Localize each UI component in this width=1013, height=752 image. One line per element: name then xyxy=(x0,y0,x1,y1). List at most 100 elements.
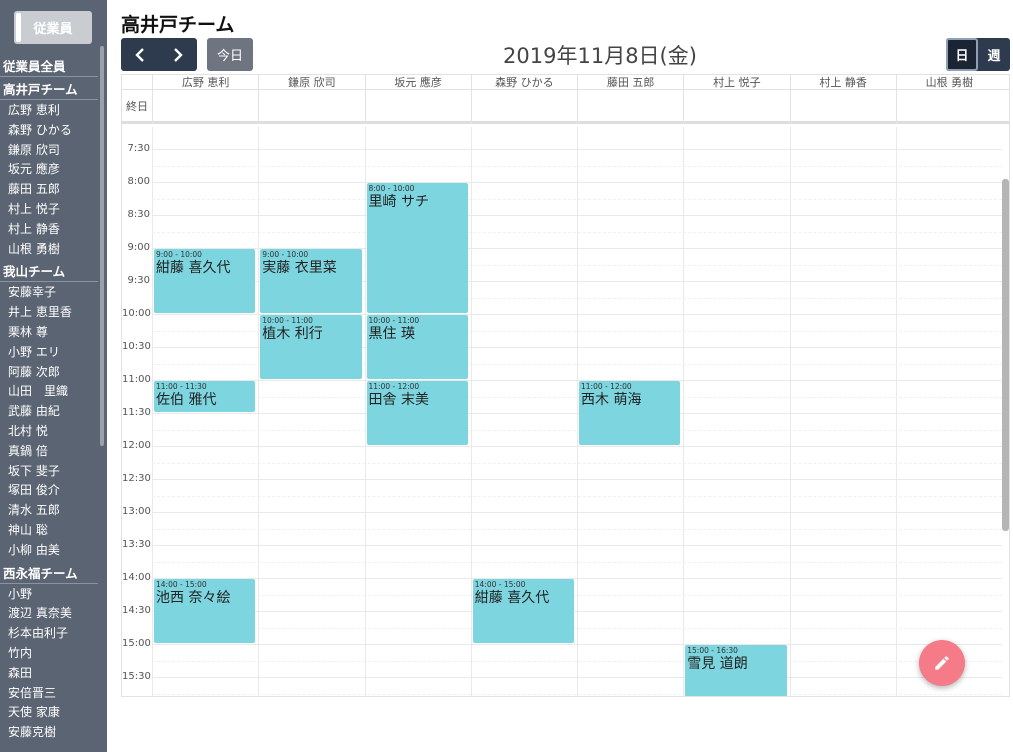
sidebar-employee-item[interactable]: 山田 里織 xyxy=(0,382,98,402)
sidebar-employee-item[interactable]: 天使 家康 xyxy=(0,703,98,723)
event-customer-name: 佐伯 雅代 xyxy=(156,391,253,409)
allday-cell[interactable] xyxy=(577,90,683,124)
calendar-event[interactable]: 8:00 - 10:00 里崎 サチ xyxy=(367,183,468,313)
sidebar-employee-item[interactable]: 小柳 由美 xyxy=(0,541,98,561)
week-view-button[interactable]: 週 xyxy=(978,38,1010,71)
sidebar-employee-item[interactable]: 森田 xyxy=(0,664,98,684)
calendar-event[interactable]: 14:00 - 15:00 紺藤 喜久代 xyxy=(473,579,574,643)
event-time: 11:00 - 12:00 xyxy=(369,382,466,391)
allday-cell[interactable] xyxy=(471,90,577,124)
employee-list: 従業員全員 高井戸チーム 広野 恵利 森野 ひかる 鎌原 欣司 坂元 應彦 藤田 五郎 村上 … xyxy=(0,56,98,743)
column-header: 村上 悦子 xyxy=(683,75,789,90)
prev-day-button[interactable] xyxy=(121,38,159,71)
sidebar-employee-item[interactable]: 安藤幸子 xyxy=(0,283,98,303)
slot-line xyxy=(152,611,1002,612)
time-grid[interactable]: 7:30 8:00 8:30 9:00 9:30 10:00 10:30 11:00 11:30… xyxy=(122,127,1002,697)
event-customer-name: 植木 利行 xyxy=(262,325,359,343)
sidebar-group-header[interactable]: 従業員全員 xyxy=(0,56,98,77)
allday-cell[interactable] xyxy=(896,90,1002,124)
event-customer-name: 紺藤 喜久代 xyxy=(156,259,253,277)
sidebar-employee-item[interactable]: 清水 五郎 xyxy=(0,501,98,521)
event-time: 11:00 - 12:00 xyxy=(581,382,678,391)
allday-cell[interactable] xyxy=(790,90,896,124)
calendar-event[interactable]: 9:00 - 10:00 実藤 衣里菜 xyxy=(260,249,361,313)
event-time: 9:00 - 10:00 xyxy=(156,250,253,259)
time-label: 13:00 xyxy=(122,506,150,517)
sidebar-employee-item[interactable]: 阿藤 次郎 xyxy=(0,363,98,383)
sidebar-employee-item[interactable]: 坂下 斐子 xyxy=(0,462,98,482)
calendar-event[interactable]: 11:00 - 11:30 佐伯 雅代 xyxy=(154,381,255,412)
allday-cell[interactable] xyxy=(683,90,789,124)
event-customer-name: 紺藤 喜久代 xyxy=(475,589,572,607)
sidebar-employee-item[interactable]: 広野 恵利 xyxy=(0,101,98,121)
employee-toggle-label: 従業員 xyxy=(33,18,72,37)
calendar-event[interactable]: 10:00 - 11:00 植木 利行 xyxy=(260,315,361,379)
column-header: 藤田 五郎 xyxy=(577,75,683,90)
sidebar-employee-item[interactable]: 坂元 應彦 xyxy=(0,160,98,180)
pencil-icon xyxy=(933,654,951,672)
slot-line xyxy=(152,578,1002,579)
slot-line xyxy=(152,413,1002,414)
calendar-event[interactable]: 11:00 - 12:00 西木 萌海 xyxy=(579,381,680,445)
sidebar-employee-item[interactable]: 竹内 xyxy=(0,644,98,664)
calendar-event[interactable]: 11:00 - 12:00 田舎 末美 xyxy=(367,381,468,445)
calendar-event[interactable]: 10:00 - 11:00 黒住 瑛 xyxy=(367,315,468,379)
calendar-event[interactable]: 9:00 - 10:00 紺藤 喜久代 xyxy=(154,249,255,313)
employee-toggle-button[interactable]: 従業員 xyxy=(14,11,92,44)
sidebar-scrollbar[interactable] xyxy=(100,46,104,446)
time-label: 12:00 xyxy=(122,440,150,451)
next-day-button[interactable] xyxy=(159,38,197,71)
slot-line xyxy=(152,215,1002,216)
slot-line xyxy=(152,644,1002,645)
sidebar-employee-item[interactable]: 村上 静香 xyxy=(0,220,98,240)
sidebar-employee-item[interactable]: 栗林 尊 xyxy=(0,323,98,343)
current-date: 2019年11月8日(金) xyxy=(440,40,760,70)
time-label: 9:00 xyxy=(122,242,150,253)
sidebar-employee-item[interactable]: 村上 悦子 xyxy=(0,200,98,220)
slot-line xyxy=(152,182,1002,183)
slot-line xyxy=(152,380,1002,381)
edit-fab-button[interactable] xyxy=(919,640,965,686)
calendar-event[interactable]: 15:00 - 16:30 雪見 道朗 xyxy=(685,645,786,697)
sidebar-employee-item[interactable]: 山根 勇樹 xyxy=(0,240,98,260)
time-label: 12:30 xyxy=(122,473,150,484)
sidebar-employee-item[interactable]: 安藤克樹 xyxy=(0,723,98,743)
sidebar-employee-item[interactable]: 北村 悦 xyxy=(0,422,98,442)
day-view-button[interactable]: 日 xyxy=(946,38,978,71)
calendar-scrollbar[interactable] xyxy=(1002,179,1009,531)
event-time: 8:00 - 10:00 xyxy=(369,184,466,193)
sidebar-group-header[interactable]: 我山チーム xyxy=(0,261,98,282)
sidebar-group-header[interactable]: 西永福チーム xyxy=(0,563,98,584)
allday-cell[interactable] xyxy=(365,90,471,124)
sidebar-employee-item[interactable]: 安倍晋三 xyxy=(0,684,98,704)
quarter-line xyxy=(152,199,1002,200)
today-button[interactable]: 今日 xyxy=(207,38,253,71)
allday-cell[interactable] xyxy=(258,90,364,124)
toggle-indicator xyxy=(16,13,21,42)
sidebar-employee-item[interactable]: 塚田 俊介 xyxy=(0,481,98,501)
sidebar-employee-item[interactable]: 真鍋 倍 xyxy=(0,442,98,462)
sidebar-employee-item[interactable]: 井上 恵里香 xyxy=(0,303,98,323)
event-time: 15:00 - 16:30 xyxy=(687,646,784,655)
allday-label: 終日 xyxy=(122,90,152,124)
event-time: 11:00 - 11:30 xyxy=(156,382,253,391)
sidebar-group-header[interactable]: 高井戸チーム xyxy=(0,79,98,100)
event-time: 14:00 - 15:00 xyxy=(156,580,253,589)
allday-cell[interactable] xyxy=(152,90,258,124)
sidebar-employee-item[interactable]: 藤田 五郎 xyxy=(0,180,98,200)
sidebar-employee-item[interactable]: 武藤 由紀 xyxy=(0,402,98,422)
sidebar-employee-item[interactable]: 鎌原 欣司 xyxy=(0,141,98,161)
quarter-line xyxy=(152,463,1002,464)
sidebar-employee-item[interactable]: 森野 ひかる xyxy=(0,121,98,141)
time-label: 11:30 xyxy=(122,407,150,418)
sidebar-employee-item[interactable]: 神山 聡 xyxy=(0,521,98,541)
time-label: 15:30 xyxy=(122,671,150,682)
time-label: 14:30 xyxy=(122,605,150,616)
sidebar-employee-item[interactable]: 小野 エリ xyxy=(0,343,98,363)
calendar-event[interactable]: 14:00 - 15:00 池西 奈々絵 xyxy=(154,579,255,643)
sidebar-employee-item[interactable]: 杉本由利子 xyxy=(0,624,98,644)
sidebar-employee-item[interactable]: 小野 xyxy=(0,585,98,605)
quarter-line xyxy=(152,397,1002,398)
sidebar-employee-item[interactable]: 渡辺 真奈美 xyxy=(0,604,98,624)
quarter-line xyxy=(152,562,1002,563)
